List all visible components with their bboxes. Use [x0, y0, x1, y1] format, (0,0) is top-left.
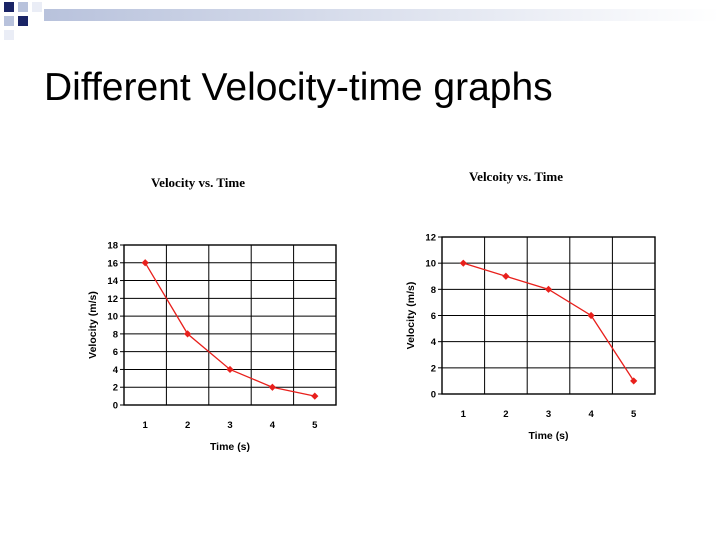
corner-decoration [4, 2, 720, 40]
chart-title: Velocity vs. Time [151, 175, 245, 190]
header-gradient-bar [44, 9, 720, 21]
x-axis-label: Time (s) [210, 441, 250, 453]
data-point [544, 285, 553, 293]
y-tick-label: 2 [431, 363, 436, 374]
y-tick-label: 4 [431, 337, 437, 348]
data-point [311, 392, 319, 400]
deco-square [18, 16, 28, 26]
x-tick-label: 2 [185, 420, 190, 431]
x-tick-label: 2 [503, 409, 508, 420]
y-tick-label: 6 [113, 347, 118, 358]
y-tick-label: 6 [431, 311, 436, 322]
y-tick-label: 10 [425, 259, 436, 270]
data-point [587, 311, 595, 320]
y-tick-label: 12 [425, 233, 436, 244]
x-tick-label: 5 [312, 420, 318, 431]
y-tick-label: 18 [107, 241, 118, 252]
x-tick-label: 3 [227, 420, 232, 431]
chart-title: Velcoity vs. Time [469, 169, 563, 184]
x-tick-label: 1 [461, 409, 467, 420]
x-tick-label: 4 [588, 409, 594, 420]
y-tick-label: 4 [113, 365, 119, 376]
deco-square [18, 2, 28, 12]
deco-square [4, 16, 14, 26]
deco-square [4, 2, 14, 12]
y-tick-label: 8 [431, 285, 436, 296]
y-tick-label: 0 [113, 401, 118, 412]
data-point [630, 377, 638, 385]
deco-square [4, 30, 14, 40]
plot-frame [123, 244, 337, 406]
x-axis-label: Time (s) [528, 430, 568, 442]
y-tick-label: 14 [107, 276, 118, 287]
deco-square [32, 2, 42, 12]
data-point [141, 259, 149, 267]
x-tick-label: 3 [546, 409, 551, 420]
y-tick-label: 2 [113, 383, 118, 394]
y-axis-label: Velocity (m/s) [405, 282, 417, 350]
y-tick-label: 8 [113, 329, 118, 340]
y-tick-label: 10 [107, 312, 118, 323]
x-tick-label: 1 [143, 420, 149, 431]
y-axis-label: Velocity (m/s) [87, 291, 99, 359]
data-point [226, 365, 234, 374]
x-tick-label: 4 [270, 420, 276, 431]
y-tick-label: 12 [107, 294, 118, 305]
data-point [268, 383, 276, 391]
series-line [463, 262, 635, 382]
data-point [502, 272, 510, 280]
slide-title: Different Velocity-time graphs [44, 66, 553, 109]
series-line [144, 262, 315, 397]
data-point [459, 259, 467, 267]
y-tick-label: 16 [107, 258, 118, 269]
y-tick-label: 0 [431, 390, 436, 401]
x-tick-label: 5 [631, 409, 637, 420]
